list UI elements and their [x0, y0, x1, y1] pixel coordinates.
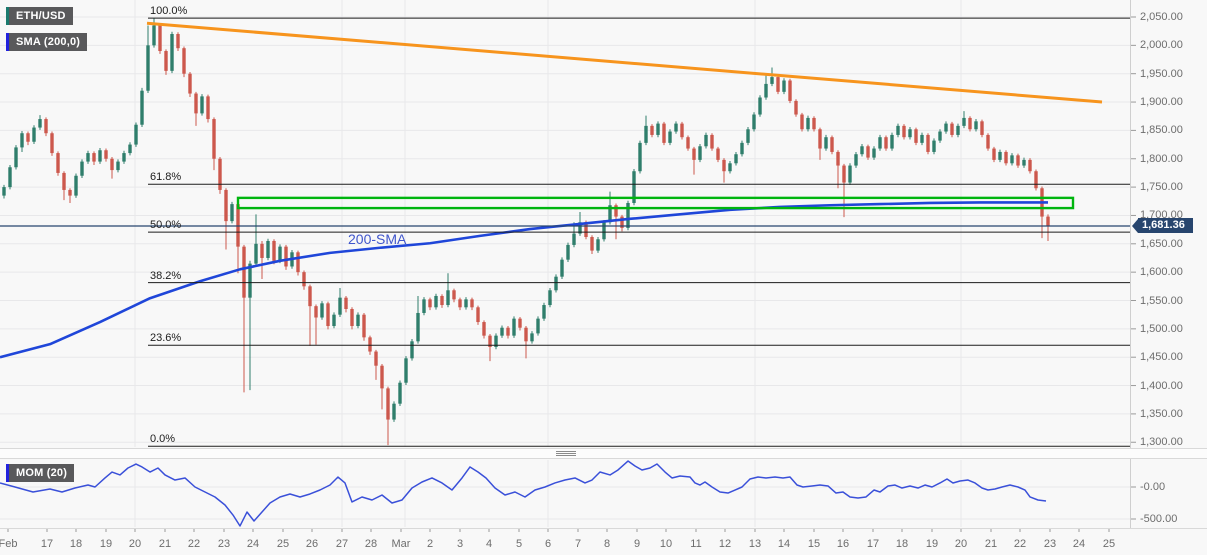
fib-level-label: 0.0%: [150, 433, 176, 446]
sma-accent-bar: [6, 33, 9, 51]
time-tick-label: 20: [128, 538, 142, 550]
time-tick-label: 24: [246, 538, 260, 550]
time-tick-label: 23: [217, 538, 231, 550]
time-tick-label: 14: [777, 538, 791, 550]
mom-line: [0, 460, 1047, 527]
time-tick-label: 5: [515, 538, 523, 550]
symbol-badge[interactable]: ETH/USD: [6, 7, 73, 25]
price-tick-label: 1,650.00: [1140, 237, 1183, 250]
mom-accent-bar: [6, 464, 9, 482]
time-tick-label: 19: [99, 538, 113, 550]
fib-level-label: 61.8%: [150, 171, 182, 184]
time-tick-label: 15: [807, 538, 821, 550]
price-tick-label: 2,000.00: [1140, 39, 1183, 52]
time-tick-label: Mar: [391, 538, 411, 550]
time-tick-label: 18: [69, 538, 83, 550]
sma-indicator-badge[interactable]: SMA (200,0): [6, 33, 88, 51]
price-tick-label: 1,350.00: [1140, 407, 1183, 420]
time-tick-label: 6: [544, 538, 552, 550]
time-tick-label: 16: [836, 538, 850, 550]
price-tick-label: 1,600.00: [1140, 266, 1183, 279]
fib-level-label: 50.0%: [150, 219, 182, 232]
time-tick-label: 3: [456, 538, 464, 550]
time-tick-label: 17: [866, 538, 880, 550]
price-tick-label: 1,450.00: [1140, 351, 1183, 364]
panel-resize-handle[interactable]: [556, 451, 576, 458]
fib-level-label: 100.0%: [150, 5, 188, 18]
supply-zone-box: [236, 196, 1075, 210]
mom-tick-label: -0.00: [1140, 481, 1166, 493]
time-tick-label: 21: [158, 538, 172, 550]
fib-level-label: 23.6%: [150, 332, 182, 345]
time-tick-label: 22: [1013, 538, 1027, 550]
price-tick-label: 1,300.00: [1140, 436, 1183, 449]
price-tick-label: 1,550.00: [1140, 294, 1183, 307]
price-tick-label: 1,400.00: [1140, 379, 1183, 392]
time-tick-label: Feb: [0, 538, 18, 550]
symbol-label: ETH/USD: [9, 7, 73, 25]
price-tick-label: 1,750.00: [1140, 181, 1183, 194]
time-tick-label: 11: [690, 538, 702, 550]
time-tick-label: 28: [364, 538, 378, 550]
time-tick-label: 27: [335, 538, 349, 550]
time-tick-label: 26: [305, 538, 319, 550]
sma-indicator-label: SMA (200,0): [9, 33, 88, 51]
time-tick-label: 13: [748, 538, 762, 550]
time-tick-label: 7: [574, 538, 582, 550]
sma-annotation: 200-SMA: [348, 231, 407, 247]
time-tick-label: 18: [895, 538, 909, 550]
price-badge-arrow-icon: [1132, 218, 1138, 233]
time-tick-label: 9: [633, 538, 641, 550]
mom-indicator-badge[interactable]: MOM (20): [6, 464, 75, 482]
time-tick-label: 22: [187, 538, 201, 550]
time-tick-label: 25: [1102, 538, 1116, 550]
time-axis[interactable]: Feb 17 18 19 20 21 22 23 24 25 26 27 28 Mar 2 3 4 5 6 7 8 9 10…: [0, 528, 1207, 555]
time-tick-label: 12: [718, 538, 732, 550]
last-price-badge: 1,681.36: [1132, 218, 1193, 233]
fib-level-label: 38.2%: [150, 269, 182, 282]
price-tick-label: 1,850.00: [1140, 124, 1183, 137]
time-tick-label: 10: [659, 538, 673, 550]
symbol-accent-bar: [6, 7, 9, 25]
time-tick-label: 2: [426, 538, 434, 550]
time-tick-label: 19: [925, 538, 939, 550]
price-tick-label: 1,950.00: [1140, 67, 1183, 80]
time-tick-label: 24: [1072, 538, 1086, 550]
time-tick-label: 23: [1043, 538, 1057, 550]
last-price-value: 1,681.36: [1138, 218, 1193, 233]
panel-divider: [0, 448, 1207, 459]
trendline: [146, 21, 1103, 104]
price-tick-label: 1,900.00: [1140, 96, 1183, 109]
time-tick-label: 21: [984, 538, 998, 550]
candlestick-series: [2, 18, 1050, 446]
time-tick-label: 4: [485, 538, 493, 550]
time-tick-label: 20: [954, 538, 968, 550]
mom-tick-label: -500.00: [1140, 513, 1178, 525]
time-tick-label: 17: [40, 538, 54, 550]
price-tick-label: 1,500.00: [1140, 322, 1183, 335]
mom-indicator-label: MOM (20): [9, 464, 75, 482]
time-tick-label: 8: [603, 538, 611, 550]
time-tick-label: 25: [276, 538, 290, 550]
price-tick-label: 2,050.00: [1140, 11, 1183, 23]
price-tick-label: 1,800.00: [1140, 152, 1183, 165]
